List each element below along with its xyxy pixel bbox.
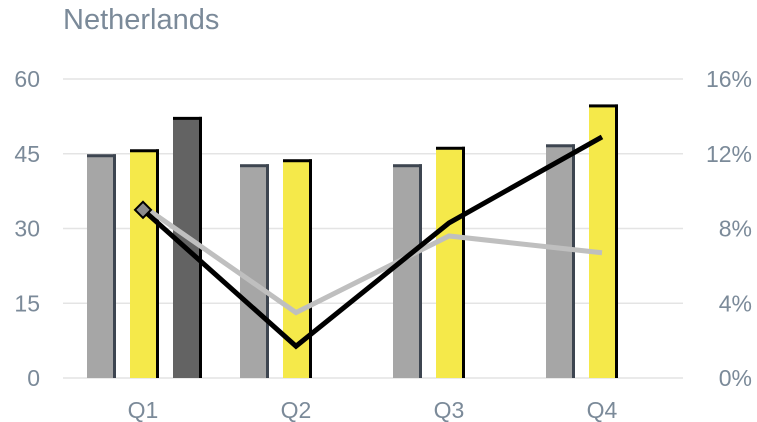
bar-edge-right	[266, 164, 269, 378]
y-right-tick-label: 8%	[719, 216, 752, 242]
bar	[87, 156, 113, 378]
bar-edge-top	[240, 164, 269, 168]
x-tick-label: Q2	[281, 397, 312, 422]
bar-edge-right	[615, 104, 618, 379]
bar	[240, 166, 266, 378]
bar-edge-right	[462, 146, 465, 378]
bar-edge-top	[130, 149, 159, 153]
x-tick-label: Q1	[128, 397, 159, 422]
y-right-tick-label: 12%	[706, 141, 752, 167]
y-right-tick-label: 16%	[706, 66, 752, 92]
bar-edge-top	[173, 116, 202, 120]
bar-edge-top	[393, 164, 422, 168]
bar-edge-top	[283, 159, 312, 163]
x-tick-label: Q4	[587, 397, 618, 422]
y-left-tick-label: 15	[14, 290, 40, 316]
bar-edge-right	[113, 154, 116, 378]
line-marker-diamond	[133, 200, 153, 220]
bar-edge-top	[87, 154, 116, 158]
bar	[393, 166, 419, 378]
bar-edge-top	[436, 146, 465, 150]
bar-edge-top	[546, 144, 575, 148]
y-left-tick-label: 0	[27, 365, 40, 391]
line-series-black	[141, 134, 604, 350]
chart-title: Netherlands	[63, 4, 220, 36]
bar-edge-right	[419, 164, 422, 378]
y-right-tick-label: 4%	[719, 290, 752, 316]
x-tick-label: Q3	[434, 397, 465, 422]
bar-edge-right	[572, 144, 575, 378]
bar	[130, 151, 156, 378]
bar-edge-right	[309, 159, 312, 378]
y-left-tick-label: 60	[14, 66, 40, 92]
bar	[589, 106, 615, 379]
bar-edge-top	[589, 104, 618, 108]
y-left-tick-label: 30	[14, 216, 40, 242]
y-right-tick-label: 0%	[719, 365, 752, 391]
bar	[546, 146, 572, 378]
line-series-gray	[141, 204, 603, 316]
bar	[436, 148, 462, 378]
bar-edge-right	[156, 149, 159, 378]
y-left-tick-label: 45	[14, 141, 40, 167]
